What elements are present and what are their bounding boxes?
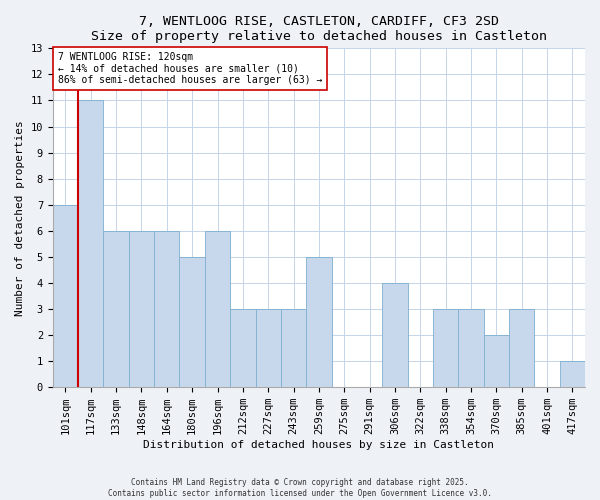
Title: 7, WENTLOOG RISE, CASTLETON, CARDIFF, CF3 2SD
Size of property relative to detac: 7, WENTLOOG RISE, CASTLETON, CARDIFF, CF… — [91, 15, 547, 43]
Bar — [103, 231, 129, 387]
Bar — [179, 257, 205, 387]
Bar — [256, 309, 281, 387]
Bar — [458, 309, 484, 387]
Text: 7 WENTLOOG RISE: 120sqm
← 14% of detached houses are smaller (10)
86% of semi-de: 7 WENTLOOG RISE: 120sqm ← 14% of detache… — [58, 52, 322, 86]
Bar — [230, 309, 256, 387]
Bar — [484, 335, 509, 387]
Bar — [560, 361, 585, 387]
X-axis label: Distribution of detached houses by size in Castleton: Distribution of detached houses by size … — [143, 440, 494, 450]
Y-axis label: Number of detached properties: Number of detached properties — [15, 120, 25, 316]
Bar — [306, 257, 332, 387]
Text: Contains HM Land Registry data © Crown copyright and database right 2025.
Contai: Contains HM Land Registry data © Crown c… — [108, 478, 492, 498]
Bar — [433, 309, 458, 387]
Bar — [129, 231, 154, 387]
Bar — [509, 309, 535, 387]
Bar — [205, 231, 230, 387]
Bar — [281, 309, 306, 387]
Bar — [382, 283, 407, 387]
Bar — [154, 231, 179, 387]
Bar — [53, 204, 78, 387]
Bar — [78, 100, 103, 387]
